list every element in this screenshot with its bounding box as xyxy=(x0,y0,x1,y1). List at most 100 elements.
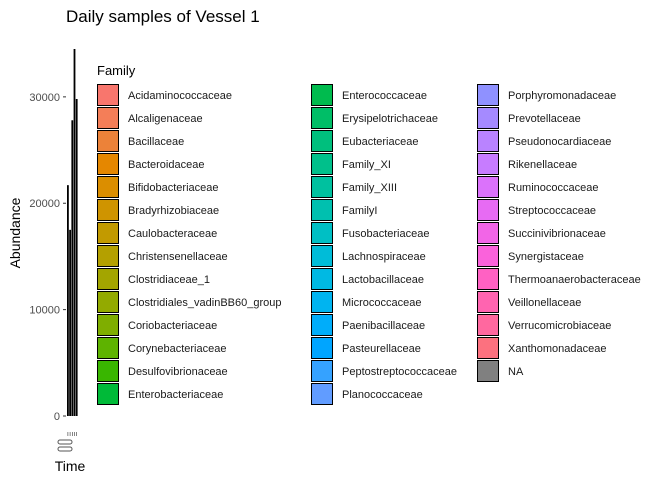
legend-label: Synergistaceae xyxy=(508,251,584,263)
legend-label: FamilyI xyxy=(342,205,377,217)
x-axis-title: Time xyxy=(55,458,86,474)
legend-label: Bacteroidaceae xyxy=(128,159,204,171)
bar-sample-5 xyxy=(75,98,78,416)
legend-swatch xyxy=(97,84,119,106)
legend-label: Porphyromonadaceae xyxy=(508,90,616,102)
legend-swatch xyxy=(477,199,499,221)
legend-label: Micrococcaceae xyxy=(342,297,421,309)
legend-swatch xyxy=(97,383,119,405)
legend-swatch xyxy=(311,153,333,175)
legend-label: Desulfovibrionaceae xyxy=(128,366,228,378)
legend-swatch xyxy=(311,337,333,359)
legend-label: Thermoanaerobacteraceae xyxy=(508,274,641,286)
x-axis xyxy=(57,432,77,452)
legend-label: Ruminococcaceae xyxy=(508,182,599,194)
x-tick-label-marks xyxy=(57,446,73,452)
legend-swatch xyxy=(477,130,499,152)
legend-label: Veillonellaceae xyxy=(508,297,581,309)
legend-label: Family_XIII xyxy=(342,182,397,194)
legend-swatch xyxy=(477,107,499,129)
legend-swatch xyxy=(477,84,499,106)
legend-swatch xyxy=(311,245,333,267)
legend-swatch xyxy=(311,314,333,336)
legend-label: Lactobacillaceae xyxy=(342,274,424,286)
legend-swatch xyxy=(311,383,333,405)
legend-swatch xyxy=(477,176,499,198)
legend-label: Streptococcaceae xyxy=(508,205,596,217)
legend-label: Rikenellaceae xyxy=(508,159,577,171)
y-axis: 0 10000 20000 30000 xyxy=(29,92,66,423)
legend-label: Enterobacteriaceae xyxy=(128,389,223,401)
legend-label: Eubacteriaceae xyxy=(342,136,418,148)
legend-swatch xyxy=(477,314,499,336)
legend-label: Corynebacteriaceae xyxy=(128,343,226,355)
legend-swatch xyxy=(97,245,119,267)
legend-label: Clostridiales_vadinBB60_group xyxy=(128,297,281,309)
legend-swatch xyxy=(97,130,119,152)
legend-swatch xyxy=(311,199,333,221)
x-tick-label-marks xyxy=(57,439,73,445)
y-tick-label: 0 xyxy=(54,411,60,423)
legend-label: Caulobacteraceae xyxy=(128,228,217,240)
legend-swatch xyxy=(311,176,333,198)
legend-label: Christensenellaceae xyxy=(128,251,228,263)
legend-label: Enterococcaceae xyxy=(342,90,427,102)
legend-items: Acidaminococcaceae Alcaligenaceae Bacillac… xyxy=(97,84,641,405)
legend-swatch xyxy=(311,222,333,244)
legend-label: NA xyxy=(508,366,524,378)
legend-label: Family_XI xyxy=(342,159,391,171)
legend-label: Erysipelotrichaceae xyxy=(342,113,438,125)
legend-label: Prevotellaceae xyxy=(508,113,581,125)
legend-swatch xyxy=(477,291,499,313)
legend: Family Acidaminococcaceae Alcaligenaceae B… xyxy=(97,63,641,405)
legend-label: Planococcaceae xyxy=(342,389,423,401)
legend-label: Coriobacteriaceae xyxy=(128,320,217,332)
legend-label: Clostridiaceae_1 xyxy=(128,274,210,286)
chart-title: Daily samples of Vessel 1 xyxy=(66,7,260,26)
legend-swatch xyxy=(477,245,499,267)
legend-label: Paenibacillaceae xyxy=(342,320,425,332)
y-axis-title: Abundance xyxy=(7,197,23,268)
legend-swatch xyxy=(477,153,499,175)
bar-sample-1 xyxy=(67,185,69,416)
legend-swatch xyxy=(311,84,333,106)
legend-swatch xyxy=(97,107,119,129)
legend-swatch xyxy=(97,268,119,290)
legend-label: Lachnospiraceae xyxy=(342,251,426,263)
legend-swatch xyxy=(97,153,119,175)
plot-area xyxy=(67,49,78,416)
legend-label: Fusobacteriaceae xyxy=(342,228,429,240)
legend-swatch xyxy=(311,360,333,382)
legend-swatch xyxy=(97,222,119,244)
bar-sample-3 xyxy=(71,120,74,416)
legend-label: Pasteurellaceae xyxy=(342,343,421,355)
legend-swatch xyxy=(477,268,499,290)
legend-swatch xyxy=(97,199,119,221)
y-tick-label: 10000 xyxy=(29,305,60,317)
legend-label: Peptostreptococcaceae xyxy=(342,366,457,378)
legend-swatch xyxy=(477,222,499,244)
legend-label: Bifidobacteriaceae xyxy=(128,182,219,194)
legend-label: Bradyrhizobiaceae xyxy=(128,205,219,217)
y-tick-label: 30000 xyxy=(29,92,60,104)
legend-label: Xanthomonadaceae xyxy=(508,343,606,355)
legend-swatch xyxy=(477,337,499,359)
legend-swatch xyxy=(97,291,119,313)
legend-title: Family xyxy=(97,63,136,78)
legend-label: Pseudonocardiaceae xyxy=(508,136,611,148)
legend-label: Verrucomicrobiaceae xyxy=(508,320,611,332)
legend-label: Alcaligenaceae xyxy=(128,113,203,125)
legend-swatch xyxy=(97,176,119,198)
bar-sample-2 xyxy=(69,229,71,416)
legend-label: Succinivibrionaceae xyxy=(508,228,606,240)
legend-label: Bacillaceae xyxy=(128,136,184,148)
legend-swatch xyxy=(97,337,119,359)
legend-swatch xyxy=(97,360,119,382)
legend-swatch xyxy=(311,130,333,152)
y-tick-label: 20000 xyxy=(29,198,60,210)
legend-swatch xyxy=(311,291,333,313)
bar-sample-4 xyxy=(73,49,76,416)
legend-swatch xyxy=(97,314,119,336)
legend-swatch xyxy=(311,268,333,290)
